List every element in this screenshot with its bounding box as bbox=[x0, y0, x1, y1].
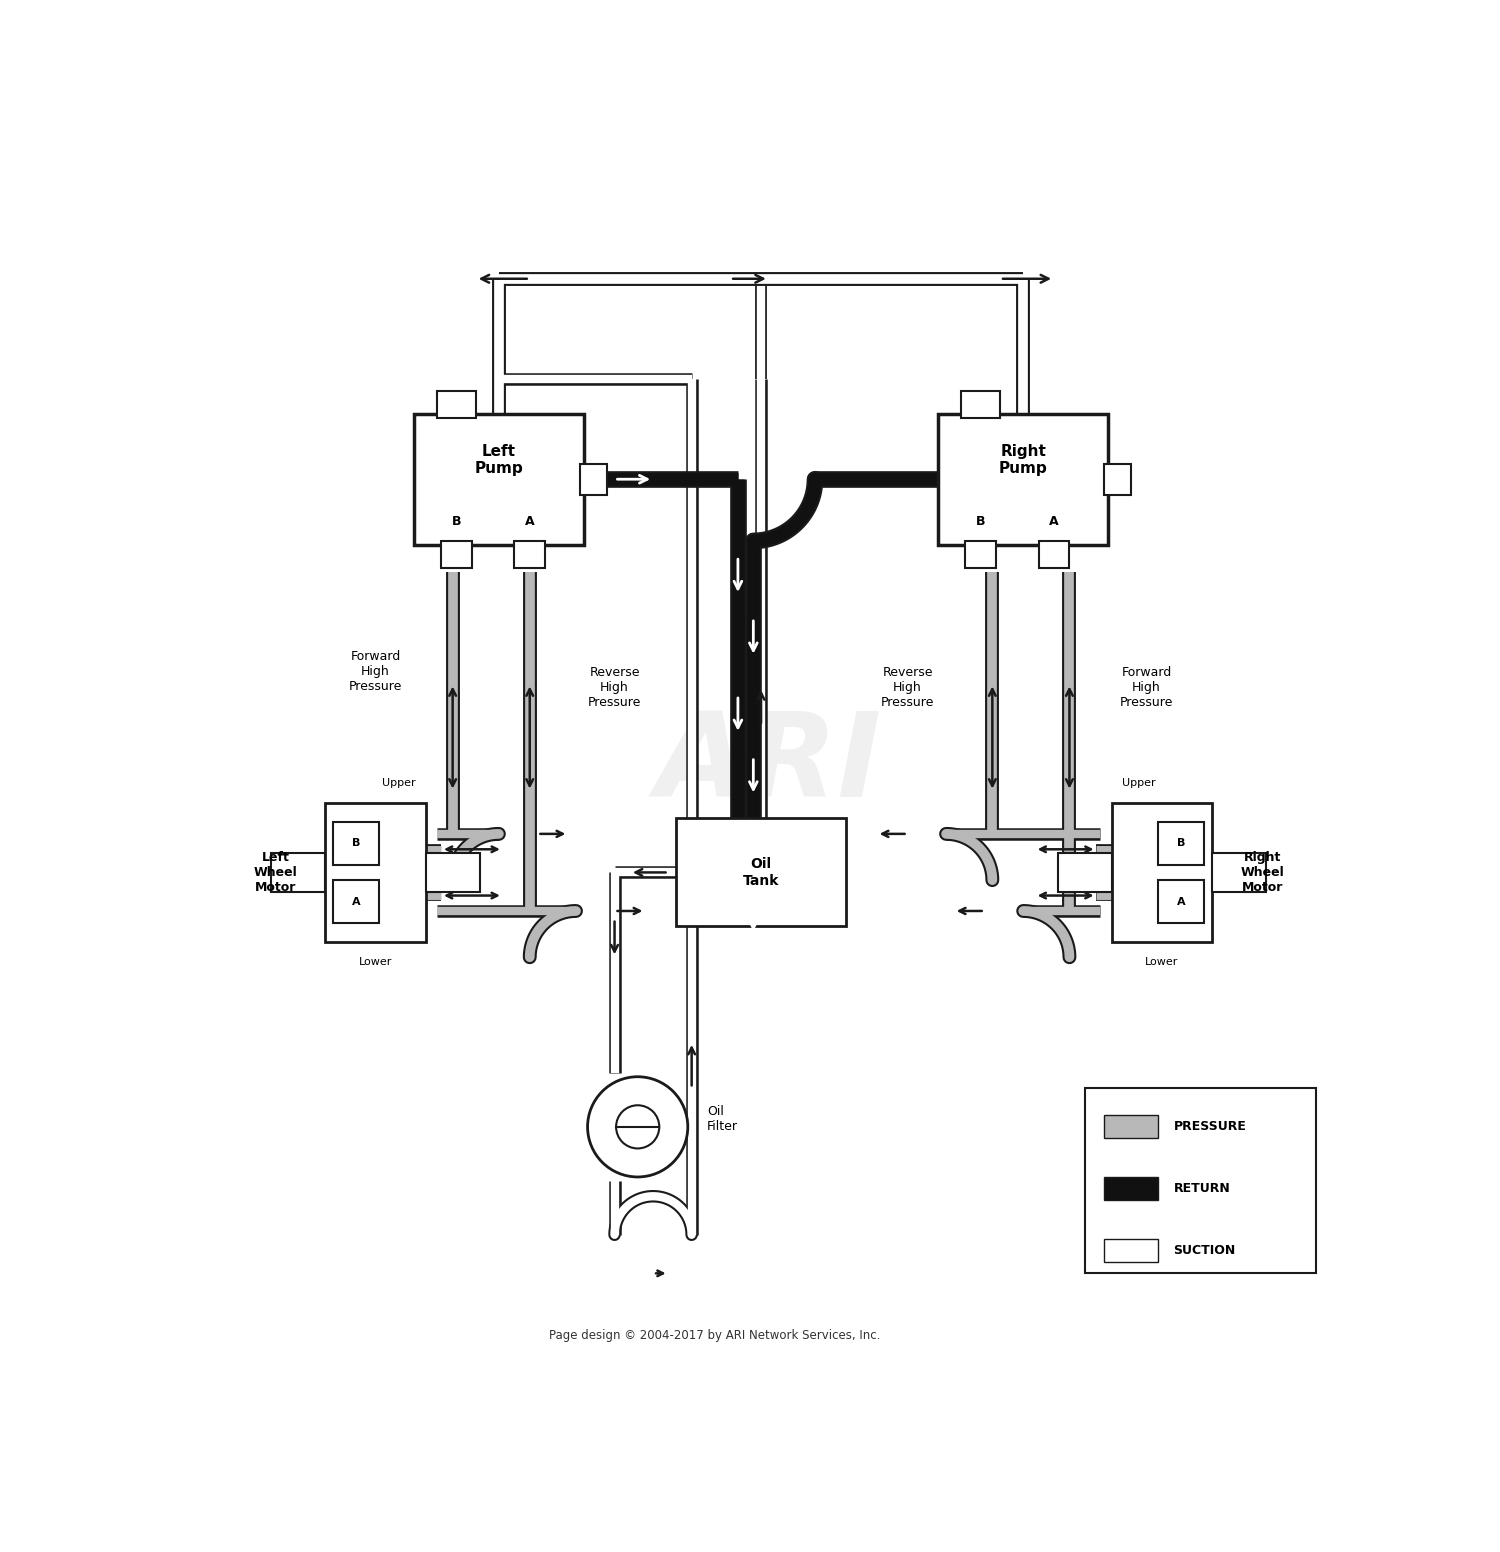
Text: Forward
High
Pressure: Forward High Pressure bbox=[350, 650, 402, 694]
Text: A: A bbox=[352, 897, 360, 906]
Text: SUCTION: SUCTION bbox=[1173, 1243, 1236, 1257]
FancyBboxPatch shape bbox=[1158, 880, 1204, 922]
Text: Left
Pump: Left Pump bbox=[474, 444, 524, 476]
Text: A: A bbox=[1048, 515, 1059, 528]
Text: Lower: Lower bbox=[1146, 958, 1179, 967]
FancyBboxPatch shape bbox=[441, 542, 472, 568]
FancyBboxPatch shape bbox=[580, 464, 608, 495]
FancyBboxPatch shape bbox=[1104, 464, 1131, 495]
FancyBboxPatch shape bbox=[1038, 542, 1070, 568]
FancyBboxPatch shape bbox=[426, 854, 480, 892]
Text: B: B bbox=[976, 515, 986, 528]
Circle shape bbox=[616, 1105, 660, 1148]
FancyBboxPatch shape bbox=[333, 823, 380, 864]
FancyBboxPatch shape bbox=[939, 414, 1108, 545]
FancyBboxPatch shape bbox=[1104, 1238, 1158, 1262]
Text: ARI: ARI bbox=[656, 708, 882, 823]
Text: A: A bbox=[525, 515, 534, 528]
Circle shape bbox=[588, 1077, 688, 1176]
FancyBboxPatch shape bbox=[333, 880, 380, 922]
FancyBboxPatch shape bbox=[1104, 1116, 1158, 1139]
Text: Reverse
High
Pressure: Reverse High Pressure bbox=[880, 666, 934, 709]
FancyBboxPatch shape bbox=[962, 391, 1000, 417]
FancyBboxPatch shape bbox=[514, 542, 544, 568]
Text: B: B bbox=[352, 838, 360, 847]
Text: Upper: Upper bbox=[382, 778, 416, 787]
FancyBboxPatch shape bbox=[966, 542, 996, 568]
Text: Oil
Filter: Oil Filter bbox=[706, 1105, 738, 1133]
Text: Upper: Upper bbox=[1122, 778, 1155, 787]
Text: Reverse
High
Pressure: Reverse High Pressure bbox=[588, 666, 640, 709]
FancyBboxPatch shape bbox=[1084, 1088, 1316, 1273]
FancyBboxPatch shape bbox=[414, 414, 584, 545]
Text: PRESSURE: PRESSURE bbox=[1173, 1121, 1246, 1133]
Text: Lower: Lower bbox=[358, 958, 392, 967]
FancyBboxPatch shape bbox=[1112, 802, 1212, 942]
FancyBboxPatch shape bbox=[1104, 1176, 1158, 1200]
Text: RETURN: RETURN bbox=[1173, 1183, 1230, 1195]
Text: Right
Wheel
Motor: Right Wheel Motor bbox=[1240, 850, 1284, 894]
FancyBboxPatch shape bbox=[676, 818, 846, 927]
Text: Right
Pump: Right Pump bbox=[999, 444, 1047, 476]
FancyBboxPatch shape bbox=[436, 391, 476, 417]
FancyBboxPatch shape bbox=[1158, 823, 1204, 864]
FancyBboxPatch shape bbox=[1212, 854, 1266, 892]
Text: B: B bbox=[452, 515, 460, 528]
Text: Page design © 2004-2017 by ARI Network Services, Inc.: Page design © 2004-2017 by ARI Network S… bbox=[549, 1329, 880, 1341]
Text: B: B bbox=[1178, 838, 1185, 847]
Text: A: A bbox=[1178, 897, 1185, 906]
Text: Oil
Tank: Oil Tank bbox=[742, 857, 778, 888]
FancyBboxPatch shape bbox=[272, 854, 326, 892]
FancyBboxPatch shape bbox=[1058, 854, 1112, 892]
Text: Left
Wheel
Motor: Left Wheel Motor bbox=[254, 850, 297, 894]
Text: Forward
High
Pressure: Forward High Pressure bbox=[1120, 666, 1173, 709]
FancyBboxPatch shape bbox=[326, 802, 426, 942]
